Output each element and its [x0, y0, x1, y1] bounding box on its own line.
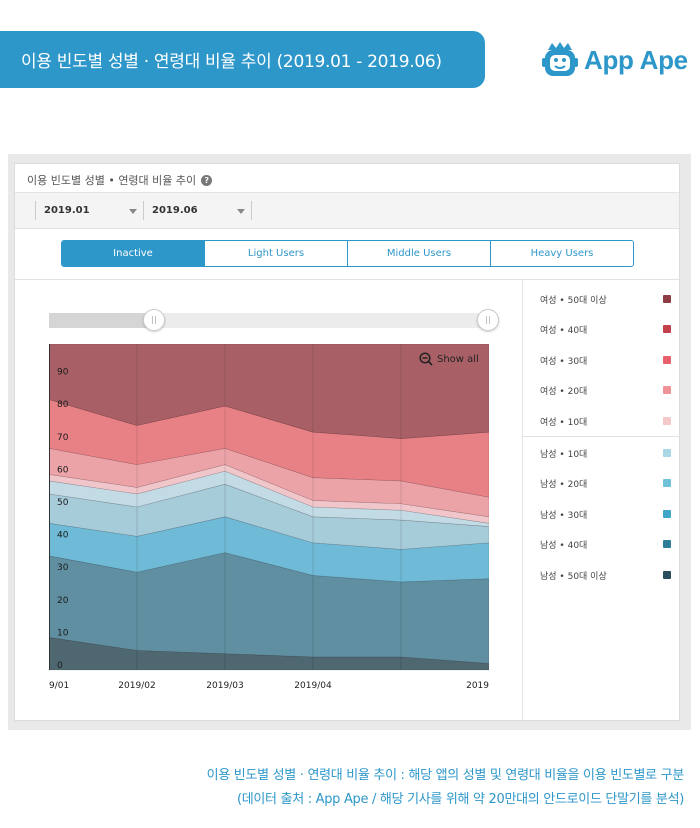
legend-item[interactable]: 여성 • 50대 이상 — [523, 284, 680, 314]
legend-checkbox[interactable] — [663, 416, 671, 425]
range-slider-selection — [49, 313, 155, 328]
divider — [251, 201, 252, 220]
legend-item[interactable]: 여성 • 30대 — [523, 345, 680, 375]
help-icon[interactable]: ? — [201, 174, 213, 186]
end-date-select[interactable]: 2019.06 — [143, 201, 253, 220]
legend-label: 남성 • 10대 — [540, 450, 588, 460]
x-tick-label: 9/01 — [49, 681, 69, 691]
chevron-down-icon — [129, 209, 137, 214]
tab-inactive[interactable]: Inactive — [62, 241, 204, 266]
page-banner: 이용 빈도별 성별 · 연령대 비율 추이 (2019.01 - 2019.06… — [0, 31, 485, 88]
legend-checkbox[interactable] — [663, 449, 671, 457]
start-date-select[interactable]: 2019.01 — [35, 201, 145, 220]
legend-label: 남성 • 40대 — [540, 541, 588, 552]
legend-label: 여성 • 30대 — [540, 356, 588, 367]
legend-checkbox[interactable] — [663, 295, 671, 303]
logo-text: App Ape — [584, 44, 688, 75]
x-tick-label: 2019/02 — [118, 681, 155, 691]
legend-checkbox[interactable] — [663, 325, 671, 334]
legend-label: 여성 • 10대 — [540, 417, 588, 428]
ape-face-icon — [542, 42, 578, 76]
legend-label: 남성 • 50대 이상 — [540, 571, 607, 582]
x-tick-label: 2019/03 — [206, 681, 243, 691]
end-date-value: 2019.06 — [152, 205, 198, 216]
slider-right-handle[interactable]: || — [477, 309, 499, 331]
start-date-value: 2019.01 — [44, 205, 90, 216]
panel-title: 이용 빈도별 성별 • 연령대 비율 추이 ? — [27, 172, 213, 188]
legend-checkbox[interactable] — [663, 509, 671, 518]
legend-item[interactable]: 남성 • 20대 — [523, 468, 680, 498]
panel-title-text: 이용 빈도별 성별 • 연령대 비율 추이 — [27, 174, 197, 187]
show-all-label: Show all — [437, 353, 479, 365]
caption-line-1: 이용 빈도별 성별 · 연령대 비율 추이 : 해당 앱의 성별 및 연령대 비… — [206, 768, 685, 783]
chart-panel: 이용 빈도별 성별 • 연령대 비율 추이 ? 2019.01 2019.06 … — [14, 163, 680, 722]
y-tick-label: 0 — [57, 661, 63, 671]
divider — [15, 279, 679, 280]
tab-middle-users[interactable]: Middle Users — [347, 241, 490, 266]
y-tick-label: 60 — [57, 465, 69, 475]
legend-item[interactable]: 남성 • 50대 이상 — [523, 560, 680, 590]
zoom-out-icon — [419, 352, 433, 366]
legend-group-divider — [523, 436, 680, 437]
x-tick-label: 2019 — [466, 681, 489, 691]
legend-item[interactable]: 여성 • 20대 — [523, 375, 680, 405]
y-tick-label: 40 — [57, 531, 69, 541]
tab-light-users[interactable]: Light Users — [204, 241, 347, 266]
area-series — [49, 344, 489, 439]
divider — [15, 228, 679, 229]
legend-label: 여성 • 50대 이상 — [540, 296, 607, 306]
app-ape-logo: App Ape — [542, 39, 688, 81]
legend-item[interactable]: 남성 • 40대 — [523, 529, 680, 559]
legend-label: 남성 • 20대 — [540, 480, 588, 491]
legend-checkbox[interactable] — [663, 570, 671, 579]
user-type-tabs: Inactive Light Users Middle Users Heavy … — [61, 240, 634, 267]
slider-left-handle[interactable]: || — [143, 309, 165, 331]
legend-item[interactable]: 남성 • 30대 — [523, 499, 680, 529]
banner-title: 이용 빈도별 성별 · 연령대 비율 추이 (2019.01 - 2019.06… — [21, 52, 442, 72]
y-tick-label: 10 — [57, 628, 69, 638]
stacked-area-chart: 0 10 20 30 40 50 60 70 80 90 9/01 2019/02 2019/03 201… — [49, 344, 489, 691]
area-series — [49, 399, 489, 439]
legend-checkbox[interactable] — [663, 540, 671, 549]
legend-label: 여성 • 20대 — [540, 387, 588, 398]
x-tick-label: 2019/04 — [294, 681, 332, 691]
legend-divider — [522, 279, 523, 722]
divider — [15, 192, 679, 193]
legend-label: 남성 • 30대 — [540, 510, 588, 521]
tab-heavy-users[interactable]: Heavy Users — [490, 241, 633, 266]
show-all-button[interactable]: Show all — [419, 352, 479, 366]
y-tick-label: 90 — [57, 368, 69, 378]
y-tick-label: 70 — [57, 433, 69, 443]
legend-item[interactable]: 여성 • 10대 — [523, 406, 680, 436]
legend-item[interactable]: 남성 • 10대 — [523, 438, 680, 468]
legend-checkbox[interactable] — [663, 479, 671, 488]
y-tick-label: 30 — [57, 563, 69, 573]
legend-checkbox[interactable] — [663, 386, 671, 395]
y-tick-label: 50 — [57, 498, 69, 508]
caption-line-2: (데이터 출처 : App Ape / 해당 기사를 위해 약 20만대의 안드… — [236, 792, 684, 807]
legend-label: 여성 • 40대 — [540, 326, 588, 337]
y-tick-label: 80 — [57, 400, 69, 410]
chevron-down-icon — [237, 209, 245, 214]
legend-checkbox[interactable] — [663, 355, 671, 364]
legend-item[interactable]: 여성 • 40대 — [523, 314, 680, 344]
y-tick-label: 20 — [57, 596, 69, 606]
date-range-bar: 2019.01 2019.06 — [15, 193, 679, 228]
